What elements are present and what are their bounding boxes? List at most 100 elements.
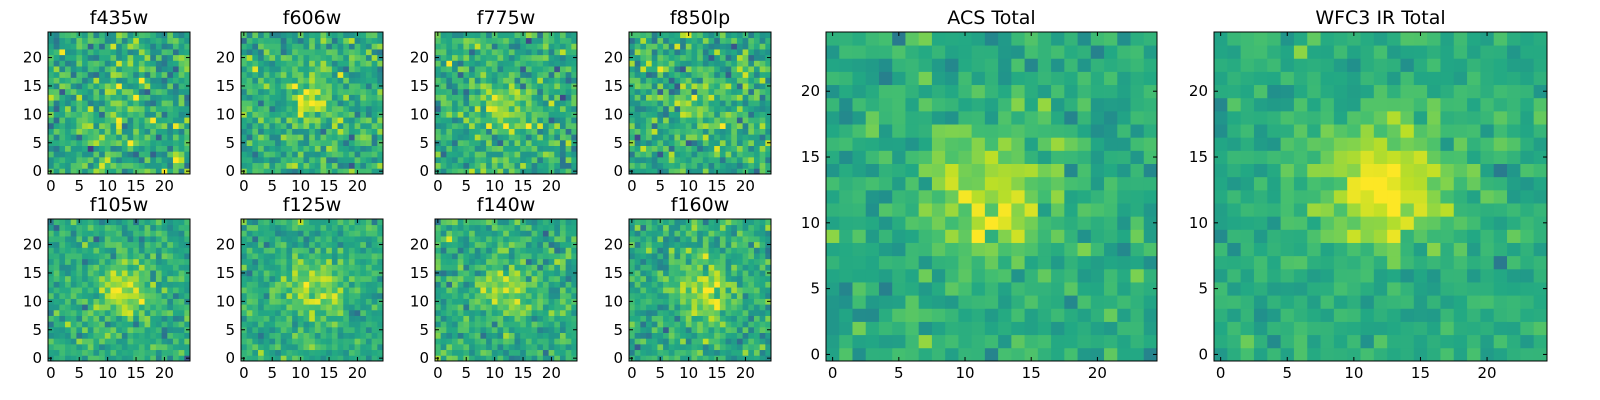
heatmap-cell <box>497 32 504 39</box>
heatmap-cell <box>486 315 493 322</box>
heatmap-cell <box>571 349 578 356</box>
heatmap-cell <box>731 321 738 328</box>
heatmap-cell <box>280 275 287 282</box>
heatmap-cell <box>742 88 749 95</box>
heatmap-cell <box>258 349 265 356</box>
heatmap-cell <box>542 292 549 299</box>
heatmap-cell <box>99 253 106 260</box>
heatmap-cell <box>508 281 515 288</box>
heatmap-cell <box>377 94 384 101</box>
heatmap-cell <box>252 94 259 101</box>
heatmap-cell <box>634 128 641 135</box>
heatmap-cell <box>497 236 504 243</box>
heatmap-cell <box>172 230 180 237</box>
heatmap-cell <box>303 66 310 73</box>
heatmap-cell <box>155 43 162 50</box>
axes-frame <box>434 218 578 362</box>
heatmap-cell <box>463 326 470 333</box>
heatmap-cell <box>365 349 373 356</box>
heatmap-cell <box>452 281 459 288</box>
x-tick-label: 0 <box>433 177 443 195</box>
heatmap-cell <box>99 315 106 322</box>
heatmap-cell <box>474 343 481 351</box>
heatmap-cell <box>184 43 191 50</box>
heatmap-cell <box>520 236 527 243</box>
heatmap-cell <box>348 270 355 277</box>
heatmap-cell <box>127 224 134 231</box>
heatmap-cell <box>258 309 265 316</box>
heatmap-cell <box>297 162 304 169</box>
heatmap-cell <box>469 338 476 345</box>
heatmap-cell <box>172 117 180 124</box>
heatmap-cell <box>559 43 567 50</box>
heatmap-cell <box>753 77 761 84</box>
heatmap-cell <box>280 338 287 345</box>
heatmap-cell <box>144 236 151 243</box>
heatmap-cell <box>714 100 721 107</box>
heatmap-cell <box>365 60 373 67</box>
heatmap-cell <box>343 134 350 141</box>
heatmap-cell <box>241 145 248 152</box>
heatmap-cell <box>116 230 123 237</box>
heatmap-cell <box>320 241 327 248</box>
heatmap-cell <box>697 43 704 50</box>
heatmap-cell <box>537 349 544 356</box>
heatmap-cell <box>480 60 487 67</box>
heatmap-cell <box>93 224 100 231</box>
heatmap-cell <box>70 117 77 124</box>
heatmap-cell <box>719 338 726 345</box>
heatmap-cell <box>104 230 111 237</box>
heatmap-cell <box>70 100 77 107</box>
heatmap-cell <box>246 83 253 90</box>
heatmap-cell <box>337 230 344 237</box>
heatmap-cell <box>348 88 355 95</box>
heatmap-cell <box>497 253 504 260</box>
heatmap-cell <box>70 122 77 129</box>
heatmap-cell <box>110 156 117 164</box>
heatmap-cell <box>486 32 493 39</box>
heatmap-cell <box>275 309 282 316</box>
heatmap-cell <box>155 60 162 67</box>
panel-title: f775w <box>477 7 536 29</box>
heatmap-cell <box>326 37 333 44</box>
heatmap-cell <box>531 100 538 107</box>
heatmap-cell <box>241 236 248 243</box>
heatmap-cell <box>377 253 384 260</box>
heatmap-cell <box>76 60 83 67</box>
heatmap-cell <box>348 105 355 112</box>
heatmap-cell <box>640 128 647 135</box>
heatmap-cell <box>70 292 77 299</box>
heatmap-cell <box>138 43 145 50</box>
heatmap-cell <box>121 332 128 339</box>
heatmap-cell <box>337 309 344 316</box>
heatmap-cell <box>116 156 123 164</box>
heatmap-cell <box>292 71 299 78</box>
heatmap-cell <box>127 292 134 299</box>
heatmap-cell <box>172 54 180 61</box>
heatmap-cell <box>731 287 738 294</box>
heatmap-cell <box>714 151 721 158</box>
heatmap-cell <box>714 287 721 294</box>
heatmap-cell <box>469 105 476 112</box>
heatmap-cell <box>292 88 299 95</box>
heatmap-cell <box>565 332 572 339</box>
heatmap-cell <box>554 270 561 277</box>
heatmap-cell <box>258 151 265 158</box>
heatmap-cell <box>634 94 641 101</box>
heatmap-cell <box>53 219 60 226</box>
heatmap-cell <box>514 224 521 231</box>
heatmap-cell <box>640 292 647 299</box>
heatmap-cell <box>525 275 532 282</box>
y-tick-label: 5 <box>613 134 623 152</box>
heatmap-cell <box>377 230 384 237</box>
heatmap-cell <box>150 71 157 78</box>
heatmap-cell <box>668 54 675 61</box>
heatmap-cell <box>297 343 304 351</box>
heatmap-cell <box>127 128 134 135</box>
heatmap-cell <box>663 60 670 67</box>
heatmap-cell <box>263 253 270 260</box>
heatmap-cell <box>742 60 749 67</box>
heatmap-cell <box>161 315 168 322</box>
heatmap-cell <box>65 66 72 73</box>
heatmap-cell <box>371 287 378 294</box>
